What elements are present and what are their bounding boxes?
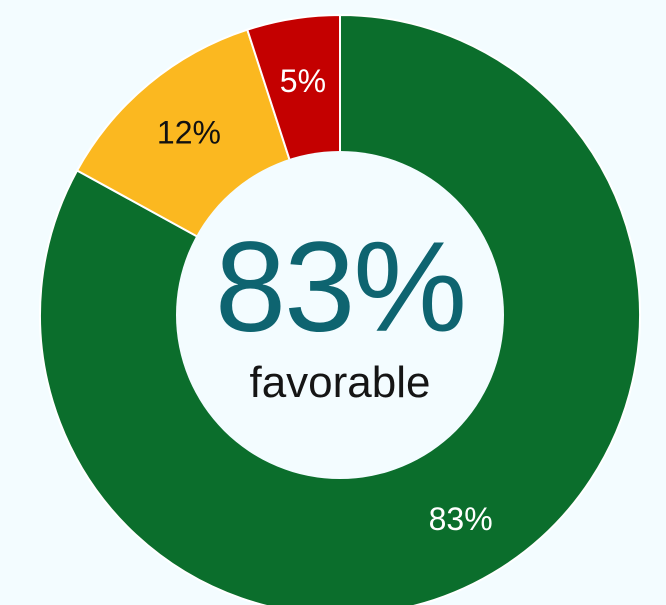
slice-label-0: 83% [429,501,493,537]
center-value: 83% [215,216,465,359]
slice-labels: 83% 12% 5% [157,63,493,537]
center-caption: favorable [249,358,430,407]
donut-hole [176,151,504,479]
slice-label-2: 5% [280,63,326,99]
slice-label-1: 12% [157,114,221,150]
